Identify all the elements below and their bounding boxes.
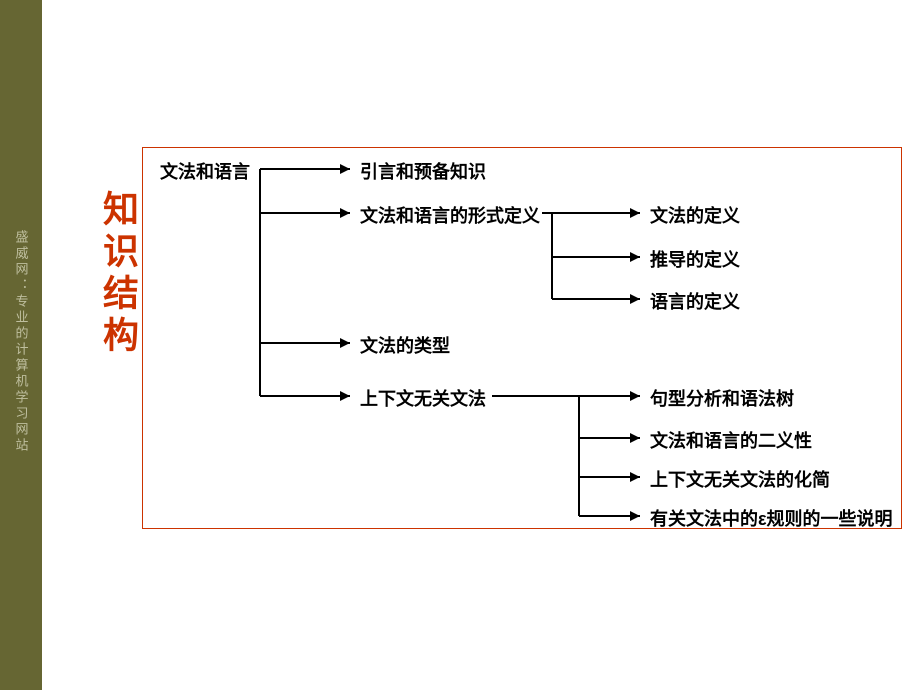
sidebar-caption: 盛威网：专业的计算机学习网站 — [12, 230, 31, 454]
tree-l2a-1: 推导的定义 — [650, 246, 740, 272]
tree-l2b-3: 有关文法中的ε规则的一些说明 — [650, 505, 893, 531]
tree-l2b-0: 句型分析和语法树 — [650, 385, 794, 411]
tree-l2b-2: 上下文无关文法的化简 — [650, 466, 830, 492]
tree-l2b-1: 文法和语言的二义性 — [650, 427, 812, 453]
tree-l1-0: 引言和预备知识 — [360, 158, 486, 184]
tree-l1-3: 上下文无关文法 — [360, 385, 486, 411]
tree-root: 文法和语言 — [160, 158, 250, 184]
tree-l2a-2: 语言的定义 — [650, 288, 740, 314]
tree-l2a-0: 文法的定义 — [650, 202, 740, 228]
sidebar: 盛威网：专业的计算机学习网站 — [0, 0, 42, 690]
page-title: 知识结构 — [92, 190, 144, 358]
tree-l1-1: 文法和语言的形式定义 — [360, 202, 540, 228]
tree-l1-2: 文法的类型 — [360, 332, 450, 358]
